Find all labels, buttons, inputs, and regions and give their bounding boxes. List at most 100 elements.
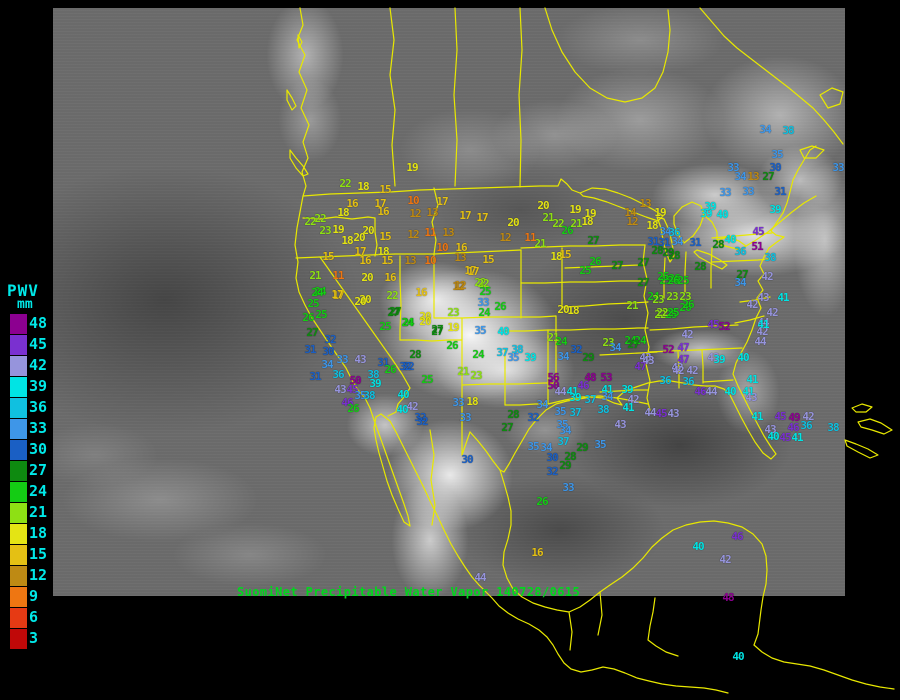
station-pwv-value: 34: [557, 349, 569, 363]
station-pwv-value: 32: [324, 332, 336, 346]
station-pwv-value: 35: [556, 417, 568, 431]
legend-swatch: [10, 523, 27, 544]
station-pwv-value: 19: [654, 205, 666, 219]
station-pwv-value: 23: [470, 368, 482, 382]
station-pwv-value: 20: [361, 270, 373, 284]
station-pwv-value: 10: [407, 193, 419, 207]
station-pwv-value: 26: [679, 300, 691, 314]
station-pwv-value: 22: [477, 276, 489, 290]
station-pwv-value: 31: [304, 342, 316, 356]
station-pwv-value: 25: [665, 307, 677, 321]
station-pwv-value: 28: [564, 449, 576, 463]
station-pwv-value: 27: [387, 305, 399, 319]
station-pwv-value: 20: [537, 198, 549, 212]
station-pwv-value: 42: [766, 305, 778, 319]
station-pwv-value: 21: [626, 298, 638, 312]
station-pwv-value: 20: [419, 309, 431, 323]
station-pwv-value: 34: [734, 169, 746, 183]
station-pwv-value: 24: [647, 289, 659, 303]
station-pwv-value: 13: [404, 253, 416, 267]
station-pwv-value: 45: [346, 382, 358, 396]
station-pwv-value: 33: [477, 295, 489, 309]
station-pwv-value: 39: [524, 350, 536, 364]
legend-swatch: [10, 313, 27, 334]
station-pwv-value: 26: [302, 310, 314, 324]
station-pwv-value: 52: [662, 342, 674, 356]
legend-entry: 27: [0, 460, 53, 481]
station-pwv-value: 17: [436, 194, 448, 208]
station-pwv-value: 39: [621, 382, 633, 396]
station-pwv-value: 10: [436, 240, 448, 254]
station-pwv-value: 46: [577, 378, 589, 392]
legend-swatch: [10, 565, 27, 586]
station-pwv-value: 31: [647, 234, 659, 248]
legend-entry: 21: [0, 502, 53, 523]
station-pwv-value: 50: [349, 373, 361, 387]
station-pwv-value: 45: [779, 430, 791, 444]
station-pwv-value: 35: [594, 437, 606, 451]
station-pwv-value: 13: [747, 169, 759, 183]
legend-entry: 36: [0, 397, 53, 418]
station-pwv-value: 40: [397, 387, 409, 401]
legend-entry: 15: [0, 544, 53, 565]
coastline-gulf-yucatan: [499, 469, 768, 646]
legend-value: 15: [29, 545, 48, 563]
station-pwv-value: 30: [546, 450, 558, 464]
station-pwv-value: 20: [362, 223, 374, 237]
station-pwv-value: 44: [644, 405, 656, 419]
legend-swatch: [10, 544, 27, 565]
station-pwv-value: 41: [742, 384, 754, 398]
station-pwv-value: 26: [668, 271, 680, 285]
legend-value: 24: [29, 482, 48, 500]
mississippi-river: [642, 244, 651, 411]
station-pwv-value: 31: [377, 355, 389, 369]
station-pwv-value: 43: [764, 422, 776, 436]
station-pwv-value: 24: [401, 315, 413, 329]
station-pwv-value: 36: [332, 367, 344, 381]
station-pwv-value: 47: [677, 352, 689, 366]
station-pwv-value: 29: [662, 245, 674, 259]
legend-swatch: [10, 418, 27, 439]
legend-value: 9: [29, 587, 39, 605]
station-pwv-value: 25: [479, 284, 491, 298]
station-pwv-value: 18: [377, 244, 389, 258]
station-pwv-value: 13: [639, 196, 651, 210]
station-pwv-value: 12: [407, 227, 419, 241]
station-pwv-value: 42: [681, 327, 693, 341]
station-pwv-value: 21: [570, 216, 582, 230]
station-pwv-value: 45: [707, 317, 719, 331]
station-pwv-value: 43: [667, 406, 679, 420]
station-pwv-value: 29: [582, 350, 594, 364]
legend-value: 12: [29, 566, 48, 584]
station-pwv-value: 33: [562, 480, 574, 494]
station-pwv-value: 39: [700, 206, 712, 220]
legend-value: 3: [29, 629, 39, 647]
legend-entry: 45: [0, 334, 53, 355]
station-pwv-value: 27: [431, 324, 443, 338]
st-lawrence: [745, 195, 817, 247]
station-pwv-value: 25: [421, 372, 433, 386]
station-pwv-value: 14: [624, 205, 636, 219]
station-pwv-value: 42: [671, 360, 683, 374]
station-pwv-value: 24: [314, 284, 326, 298]
legend-value: 36: [29, 398, 48, 416]
station-pwv-value: 40: [732, 649, 744, 663]
station-pwv-value: 34: [536, 397, 548, 411]
station-pwv-value: 18: [581, 214, 593, 228]
station-pwv-value: 28: [409, 347, 421, 361]
station-pwv-value: 39: [769, 202, 781, 216]
station-pwv-value: 16: [455, 240, 467, 254]
station-pwv-value: 35: [554, 404, 566, 418]
station-pwv-value: 16: [359, 253, 371, 267]
station-pwv-value: 26: [682, 297, 694, 311]
station-pwv-value: 27: [762, 169, 774, 183]
station-pwv-value: 27: [627, 337, 639, 351]
station-pwv-value: 38: [782, 123, 794, 137]
station-pwv-value: 43: [757, 290, 769, 304]
legend-entry: 30: [0, 439, 53, 460]
station-pwv-value: 24: [311, 285, 323, 299]
station-pwv-value: 46: [341, 395, 353, 409]
station-pwv-value: 37: [569, 405, 581, 419]
station-pwv-value: 19: [332, 222, 344, 236]
station-pwv-value: 23: [652, 292, 664, 306]
